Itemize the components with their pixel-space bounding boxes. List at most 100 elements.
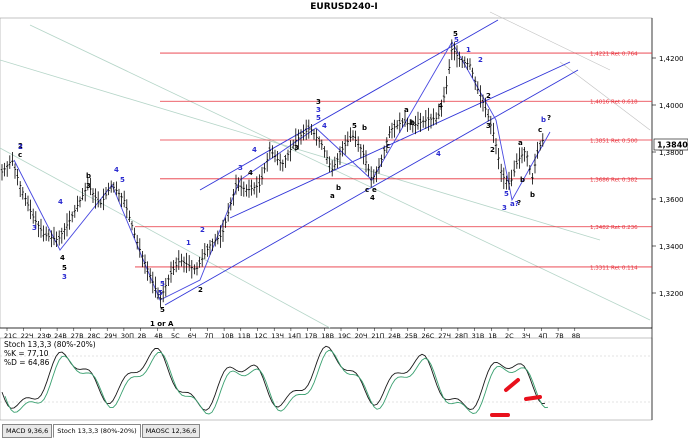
- wave-label-question: ?: [517, 199, 521, 207]
- indicator-tabs: MACD 9,36,6 Stoch 13,3,3 (80%-20%) MAOSC…: [2, 424, 201, 438]
- price-tick-label: 1,4000: [659, 102, 684, 110]
- wave-label-blue: 4: [114, 166, 119, 174]
- tab-macd[interactable]: MACD 9,36,6: [2, 424, 53, 438]
- tab-maosc[interactable]: MAOSC 12,36,6: [141, 424, 201, 438]
- fib-label: 1,3482 Ret 0.236: [590, 225, 638, 231]
- wave-label-blue: 3: [62, 273, 67, 281]
- current-price-box: 1,3840: [653, 138, 688, 151]
- wave-label-black: 4: [438, 102, 443, 110]
- wave-label-blue: 5: [120, 176, 125, 184]
- wave-label-blue: 2: [478, 56, 483, 64]
- wave-label-black: b: [410, 119, 415, 127]
- time-tick-label: 27Ч: [438, 332, 451, 340]
- wave-label-blue: 3: [502, 204, 507, 212]
- stoch-title: Stoch 13,3,3 (80%-20%): [4, 340, 96, 349]
- fib-retracement[interactable]: 1,4221 Ret 0.764 1,4016 Ret 0.618 1,3851 R…: [135, 52, 652, 272]
- time-tick-label: 3Ч: [522, 332, 531, 340]
- fib-label: 1,3311 Ret 0.114: [590, 265, 638, 271]
- wave-label-blue: 5: [316, 114, 321, 122]
- price-tick-label: 1,3400: [659, 243, 684, 251]
- gann-line: [489, 11, 611, 71]
- wave-label-black: 5: [62, 264, 67, 272]
- time-tick-label: 2С: [505, 332, 514, 340]
- time-tick-label: 17В: [305, 332, 318, 340]
- gann-line: [0, 59, 601, 241]
- price-tick-label: 1,4200: [659, 55, 684, 63]
- channel-mid-line[interactable]: [229, 61, 571, 219]
- current-price-frame: [653, 138, 688, 151]
- fib-label: 1,3851 Ret 0.500: [590, 139, 638, 145]
- wave-label-black: 4: [60, 254, 65, 262]
- wave-label-blue: 4: [322, 122, 327, 130]
- wave-label-black: b: [86, 172, 91, 180]
- wave-label-blue: 4: [252, 146, 257, 154]
- time-tick-label: 13Ч: [271, 332, 284, 340]
- wave-label-black: e: [372, 186, 377, 194]
- wave-label-black: c: [386, 142, 390, 150]
- wave-label-black: 3: [86, 182, 91, 190]
- price-channel[interactable]: [13, 19, 579, 306]
- price-bars: [0, 39, 544, 308]
- time-tick-label: 25В: [405, 332, 418, 340]
- wave-label-blue: 3: [238, 164, 243, 172]
- wave-label-black: c: [365, 186, 369, 194]
- time-tick-label: 24В: [388, 332, 401, 340]
- channel-lower-line[interactable]: [164, 69, 579, 306]
- tab-stoch[interactable]: Stoch 13,3,3 (80%-20%): [53, 424, 141, 438]
- marker-low: [524, 395, 542, 401]
- wave-label-black: 5: [160, 306, 165, 314]
- wave-label-question: ?: [547, 114, 551, 122]
- time-tick-label: 14П: [288, 332, 301, 340]
- wave-label-blue: 2: [18, 143, 23, 151]
- time-tick-label: 21П: [371, 332, 384, 340]
- stoch-markers: [490, 378, 542, 417]
- wave-label-blue: 5: [454, 36, 459, 44]
- wave-label-blue: 4: [58, 198, 63, 206]
- time-tick-label: 6Ч: [188, 332, 197, 340]
- wave-label-black: b: [530, 191, 535, 199]
- wave-label-black: 2: [490, 146, 495, 154]
- stoch-d-value: %D = 64,86: [4, 358, 50, 367]
- wave-label-black: 3: [316, 98, 321, 106]
- price-tick-label: 1,3800: [659, 149, 684, 157]
- wave-label-black: 2: [18, 142, 23, 150]
- time-tick-label: 30П: [121, 332, 134, 340]
- time-tick-label: 10В: [221, 332, 234, 340]
- stoch-d-line: [4, 349, 549, 415]
- time-tick-label: 7В: [555, 332, 564, 340]
- time-tick-label: 27В: [71, 332, 84, 340]
- wave-label-blue: 3: [32, 224, 37, 232]
- wave-label-black: 4: [370, 194, 375, 202]
- wave-label-black: a: [330, 192, 335, 200]
- price-tick-label: 1,3600: [659, 196, 684, 204]
- time-tick-label: 31В: [472, 332, 485, 340]
- wave-label-blue: 1: [186, 239, 191, 247]
- wave-label-black: b: [336, 184, 341, 192]
- wave-label-black: 2: [198, 286, 203, 294]
- time-tick-label: 7П: [204, 332, 213, 340]
- wave-label-blue: 4: [436, 150, 441, 158]
- fib-label: 1,4016 Ret 0.618: [590, 100, 638, 106]
- time-tick-label: 18В: [321, 332, 334, 340]
- time-tick-label: 5С: [171, 332, 180, 340]
- time-tick-label: 4В: [154, 332, 163, 340]
- gann-line: [559, 61, 651, 131]
- wave-path: [13, 41, 551, 301]
- price-axis: 1,4200 1,4000 1,3800 1,3600 1,3400 1,3200: [652, 55, 684, 298]
- time-tick-label: 21C: [4, 332, 17, 340]
- wave-label-black: 5: [453, 30, 458, 38]
- time-tick-label: 23Ф: [37, 332, 51, 340]
- stoch-pane-frame: [0, 337, 653, 421]
- time-tick-label: 8В: [572, 332, 581, 340]
- wave-label-blue: 3: [316, 106, 321, 114]
- time-tick-label: 4П: [538, 332, 547, 340]
- wave-label-black: b: [362, 124, 367, 132]
- time-tick-label: 29Ч: [104, 332, 117, 340]
- current-price-label: 1,3840: [657, 141, 688, 150]
- wave-label-black: 4: [248, 169, 253, 177]
- wave-label-black: 3: [294, 144, 299, 152]
- wave-label-black: 2: [486, 92, 491, 100]
- time-axis: 21C 22Ч 23Ф 24В 27В 28С 29Ч 30П 2В 4В 5С 6Ч 7П 10В 11В…: [4, 328, 580, 340]
